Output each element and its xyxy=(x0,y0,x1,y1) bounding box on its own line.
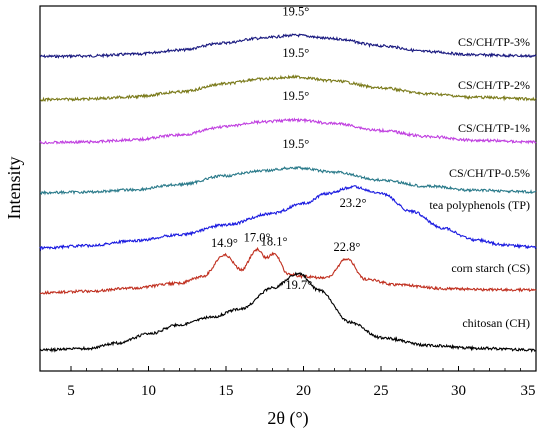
peak-label: 19.5° xyxy=(282,4,309,18)
x-axis-title: 2θ (°) xyxy=(267,408,308,429)
peak-label: 19.7° xyxy=(285,278,312,292)
peak-label: 19.5° xyxy=(282,89,309,103)
y-axis-title: Intensity xyxy=(4,157,24,220)
series-line xyxy=(39,246,537,295)
peak-label: 22.8° xyxy=(333,240,360,254)
series-label: CS/CH/TP-0.5% xyxy=(449,166,530,180)
x-tick-label: 35 xyxy=(521,383,536,399)
series-line xyxy=(39,165,537,196)
series-line xyxy=(39,271,537,353)
series-label: CS/CH/TP-2% xyxy=(458,78,530,92)
x-axis-ticks: 5 10 15 20 25 30 35 xyxy=(67,366,537,399)
x-tick-label: 15 xyxy=(219,383,234,399)
peak-label: 18.1° xyxy=(261,235,288,249)
series-label: CS/CH/TP-3% xyxy=(458,35,530,49)
series-label: CS/CH/TP-1% xyxy=(458,121,530,135)
series-line xyxy=(39,185,537,252)
peak-label: 19.5° xyxy=(282,137,309,151)
x-tick-label: 5 xyxy=(67,383,75,399)
series-labels: CS/CH/TP-3% 19.5° CS/CH/TP-2% 19.5° CS/CH/TP… xyxy=(211,4,530,330)
series-curves xyxy=(39,33,537,353)
x-tick-label: 20 xyxy=(296,383,311,399)
x-tick-label: 10 xyxy=(141,383,156,399)
series-label: tea polyphenols (TP) xyxy=(429,198,530,212)
peak-label: 17.0° xyxy=(244,231,271,245)
peak-label: 19.5° xyxy=(282,46,309,60)
series-label: corn starch (CS) xyxy=(451,261,530,275)
peak-label: 23.2° xyxy=(340,196,367,210)
series-line xyxy=(39,33,537,59)
series-label: chitosan (CH) xyxy=(462,316,530,330)
series-line xyxy=(39,117,537,145)
x-tick-label: 30 xyxy=(451,383,466,399)
x-tick-label: 25 xyxy=(374,383,389,399)
peak-label: 14.9° xyxy=(211,236,238,250)
series-line xyxy=(39,74,537,103)
